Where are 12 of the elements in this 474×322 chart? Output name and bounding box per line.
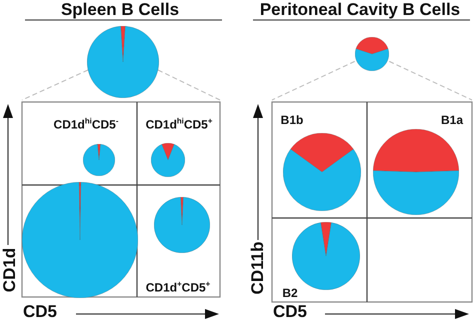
chart-title: Spleen B Cells: [60, 0, 180, 20]
text: CD11b: [248, 242, 268, 294]
text: CD5: [22, 302, 58, 322]
chart-title: Peritoneal Cavity B Cells: [260, 0, 460, 20]
text: CD1d: [0, 248, 20, 292]
text: B2: [282, 286, 298, 300]
text: CD5: [272, 302, 308, 322]
chart-title: CD1d$^{hi}$CD5$^{+}$: [146, 116, 212, 132]
chart-title: CD1d$^{hi}$CD5$^{-}$: [54, 116, 118, 132]
chart-title: B1a: [440, 113, 464, 127]
text: CD1d$^{+}$CD5$^{+}$: [146, 280, 210, 294]
chart-title: B1b: [280, 113, 304, 127]
